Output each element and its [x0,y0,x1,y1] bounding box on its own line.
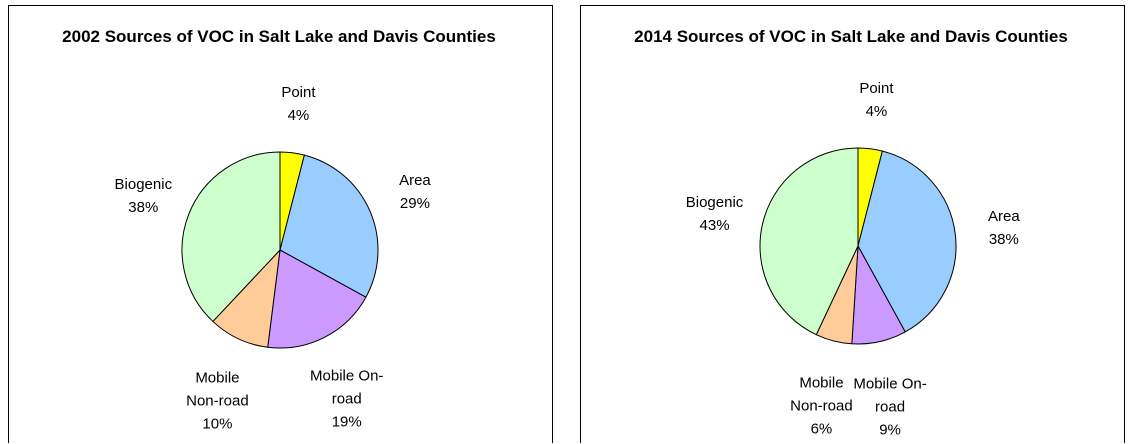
slice-label: Biogenic 38% [103,173,183,219]
chart-panel: 2002 Sources of VOC in Salt Lake and Dav… [8,5,553,443]
chart-title: 2002 Sources of VOC in Salt Lake and Dav… [62,27,496,46]
slice-label: Mobile Non-road 10% [177,367,257,436]
category-name: Mobile Non-road [790,374,853,415]
slice-label: Point 4% [258,81,338,127]
category-name: Area [987,207,1020,225]
slice-label: Point 4% [836,77,916,123]
category-name: Biogenic [685,193,744,211]
value-label: 43% [699,216,730,234]
pie [181,151,379,349]
value-label: 4% [287,107,310,125]
chart-title: 2014 Sources of VOC in Salt Lake and Dav… [634,27,1068,46]
value-label: 4% [865,103,888,121]
category-name: Mobile On-road [310,367,384,408]
pie-slice [267,249,367,349]
category-name: Area [399,171,431,189]
pie-slice [279,154,379,298]
slice-label: Area 29% [375,169,455,215]
category-name: Mobile Non-road [186,369,249,410]
category-name: Mobile On-road [853,375,927,416]
value-label: 38% [988,230,1019,248]
value-label: 38% [128,198,159,216]
category-name: Point [281,84,316,102]
pie-slice [857,150,957,333]
value-label: 10% [202,415,233,433]
category-name: Point [859,80,894,98]
slice-label: Mobile Non-road 6% [781,372,861,441]
value-label: 19% [331,413,362,431]
slice-label: Biogenic 43% [675,191,755,237]
chart-panel: 2014 Sources of VOC in Salt Lake and Dav… [580,5,1125,443]
value-label: 29% [399,194,430,212]
value-label: 6% [810,420,833,438]
slice-label: Area 38% [964,205,1044,251]
value-label: 9% [879,421,901,439]
slice-label: Mobile On-road 9% [850,373,930,442]
pie-slice [181,151,281,323]
category-name: Biogenic [114,175,173,193]
pie [759,147,957,345]
pie-slice [759,147,859,336]
slice-label: Mobile On-road 19% [307,364,387,433]
